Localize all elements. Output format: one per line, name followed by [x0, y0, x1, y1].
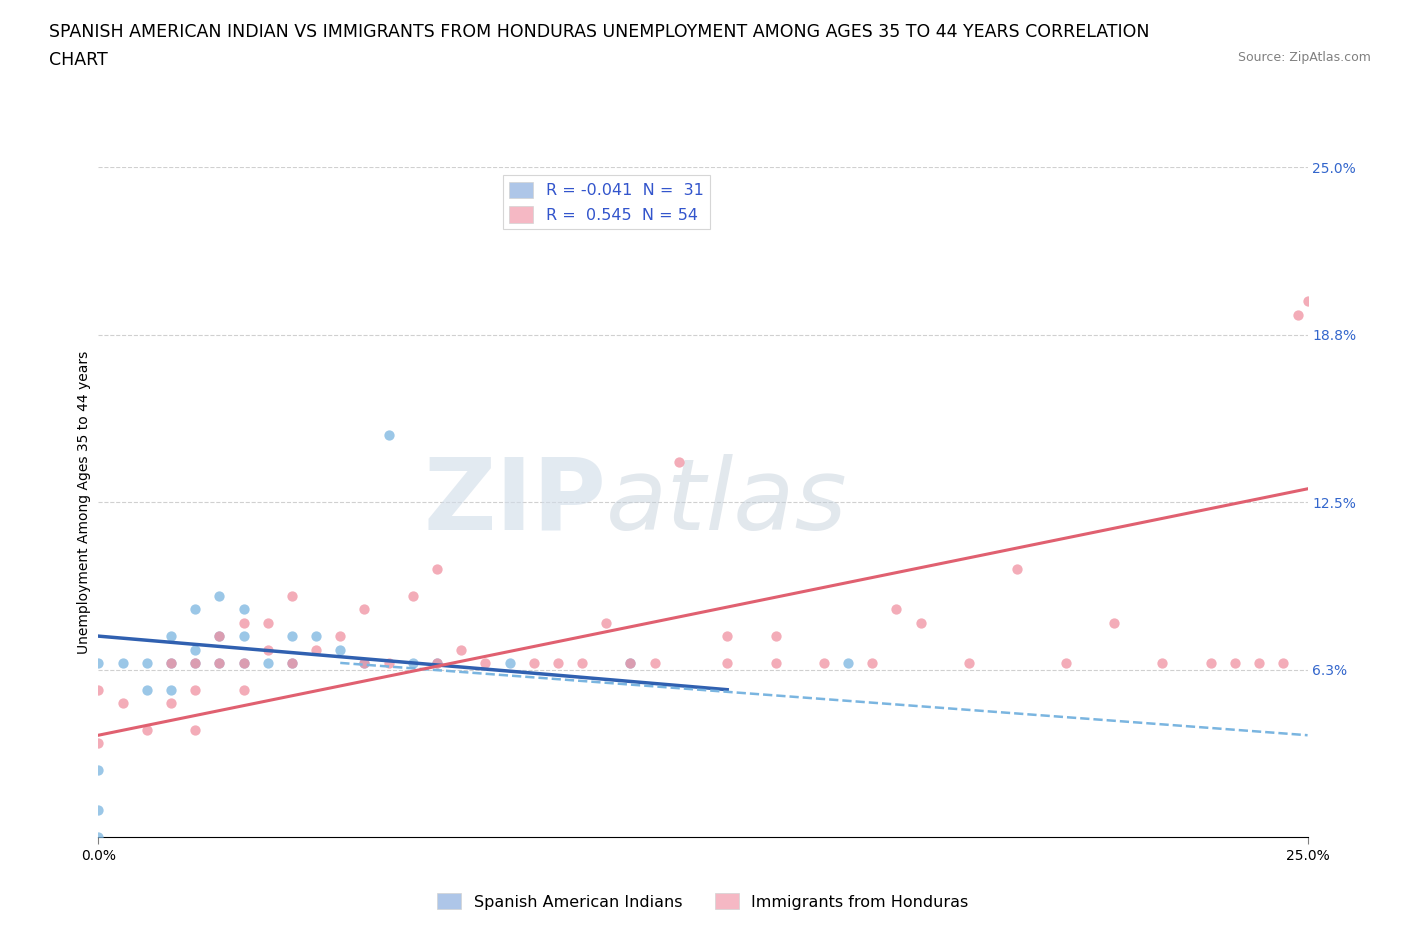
Legend: Spanish American Indians, Immigrants from Honduras: Spanish American Indians, Immigrants fro…	[432, 886, 974, 916]
Point	[87, 736, 110, 751]
Point	[305, 642, 328, 657]
Point	[426, 656, 449, 671]
Point	[1007, 562, 1029, 577]
Point	[523, 656, 546, 671]
Point	[450, 642, 472, 657]
Point	[595, 616, 617, 631]
Text: ZIP: ZIP	[423, 454, 606, 551]
Point	[184, 602, 207, 617]
Point	[232, 683, 254, 698]
Point	[353, 656, 375, 671]
Point	[160, 656, 183, 671]
Point	[281, 589, 304, 604]
Point	[619, 656, 641, 671]
Point	[571, 656, 593, 671]
Point	[160, 696, 183, 711]
Point	[716, 656, 738, 671]
Point	[87, 656, 110, 671]
Point	[281, 656, 304, 671]
Point	[813, 656, 835, 671]
Point	[837, 656, 859, 671]
Point	[160, 656, 183, 671]
Point	[329, 629, 352, 644]
Point	[402, 589, 425, 604]
Point	[232, 656, 254, 671]
Point	[353, 656, 375, 671]
Point	[208, 629, 231, 644]
Point	[860, 656, 883, 671]
Point	[208, 656, 231, 671]
Point	[135, 723, 157, 737]
Point	[135, 656, 157, 671]
Point	[232, 616, 254, 631]
Point	[305, 629, 328, 644]
Point	[377, 656, 399, 671]
Point	[910, 616, 932, 631]
Point	[765, 656, 787, 671]
Point	[232, 629, 254, 644]
Point	[329, 642, 352, 657]
Point	[208, 656, 231, 671]
Point	[160, 683, 183, 698]
Point	[426, 656, 449, 671]
Point	[886, 602, 908, 617]
Point	[377, 428, 399, 443]
Point	[160, 629, 183, 644]
Point	[1199, 656, 1222, 671]
Point	[184, 723, 207, 737]
Point	[111, 656, 134, 671]
Point	[353, 602, 375, 617]
Y-axis label: Unemployment Among Ages 35 to 44 years: Unemployment Among Ages 35 to 44 years	[77, 351, 91, 654]
Point	[232, 656, 254, 671]
Point	[547, 656, 569, 671]
Point	[256, 656, 278, 671]
Point	[644, 656, 666, 671]
Point	[1054, 656, 1077, 671]
Point	[1286, 307, 1309, 322]
Point	[1102, 616, 1125, 631]
Point	[184, 656, 207, 671]
Point	[1272, 656, 1295, 671]
Point	[87, 803, 110, 817]
Point	[765, 629, 787, 644]
Point	[208, 589, 231, 604]
Point	[1296, 294, 1319, 309]
Point	[281, 656, 304, 671]
Point	[716, 629, 738, 644]
Point	[135, 683, 157, 698]
Point	[256, 642, 278, 657]
Text: SPANISH AMERICAN INDIAN VS IMMIGRANTS FROM HONDURAS UNEMPLOYMENT AMONG AGES 35 T: SPANISH AMERICAN INDIAN VS IMMIGRANTS FR…	[49, 23, 1150, 41]
Point	[232, 602, 254, 617]
Text: CHART: CHART	[49, 51, 108, 69]
Point	[256, 616, 278, 631]
Point	[474, 656, 496, 671]
Point	[87, 763, 110, 777]
Point	[111, 696, 134, 711]
Point	[184, 683, 207, 698]
Point	[668, 455, 690, 470]
Point	[426, 562, 449, 577]
Point	[1152, 656, 1174, 671]
Point	[87, 830, 110, 844]
Point	[281, 629, 304, 644]
Point	[619, 656, 641, 671]
Text: atlas: atlas	[606, 454, 848, 551]
Text: Source: ZipAtlas.com: Source: ZipAtlas.com	[1237, 51, 1371, 64]
Point	[402, 656, 425, 671]
Point	[498, 656, 520, 671]
Point	[1249, 656, 1271, 671]
Point	[957, 656, 980, 671]
Point	[184, 656, 207, 671]
Point	[1223, 656, 1246, 671]
Point	[184, 642, 207, 657]
Point	[208, 629, 231, 644]
Point	[87, 683, 110, 698]
